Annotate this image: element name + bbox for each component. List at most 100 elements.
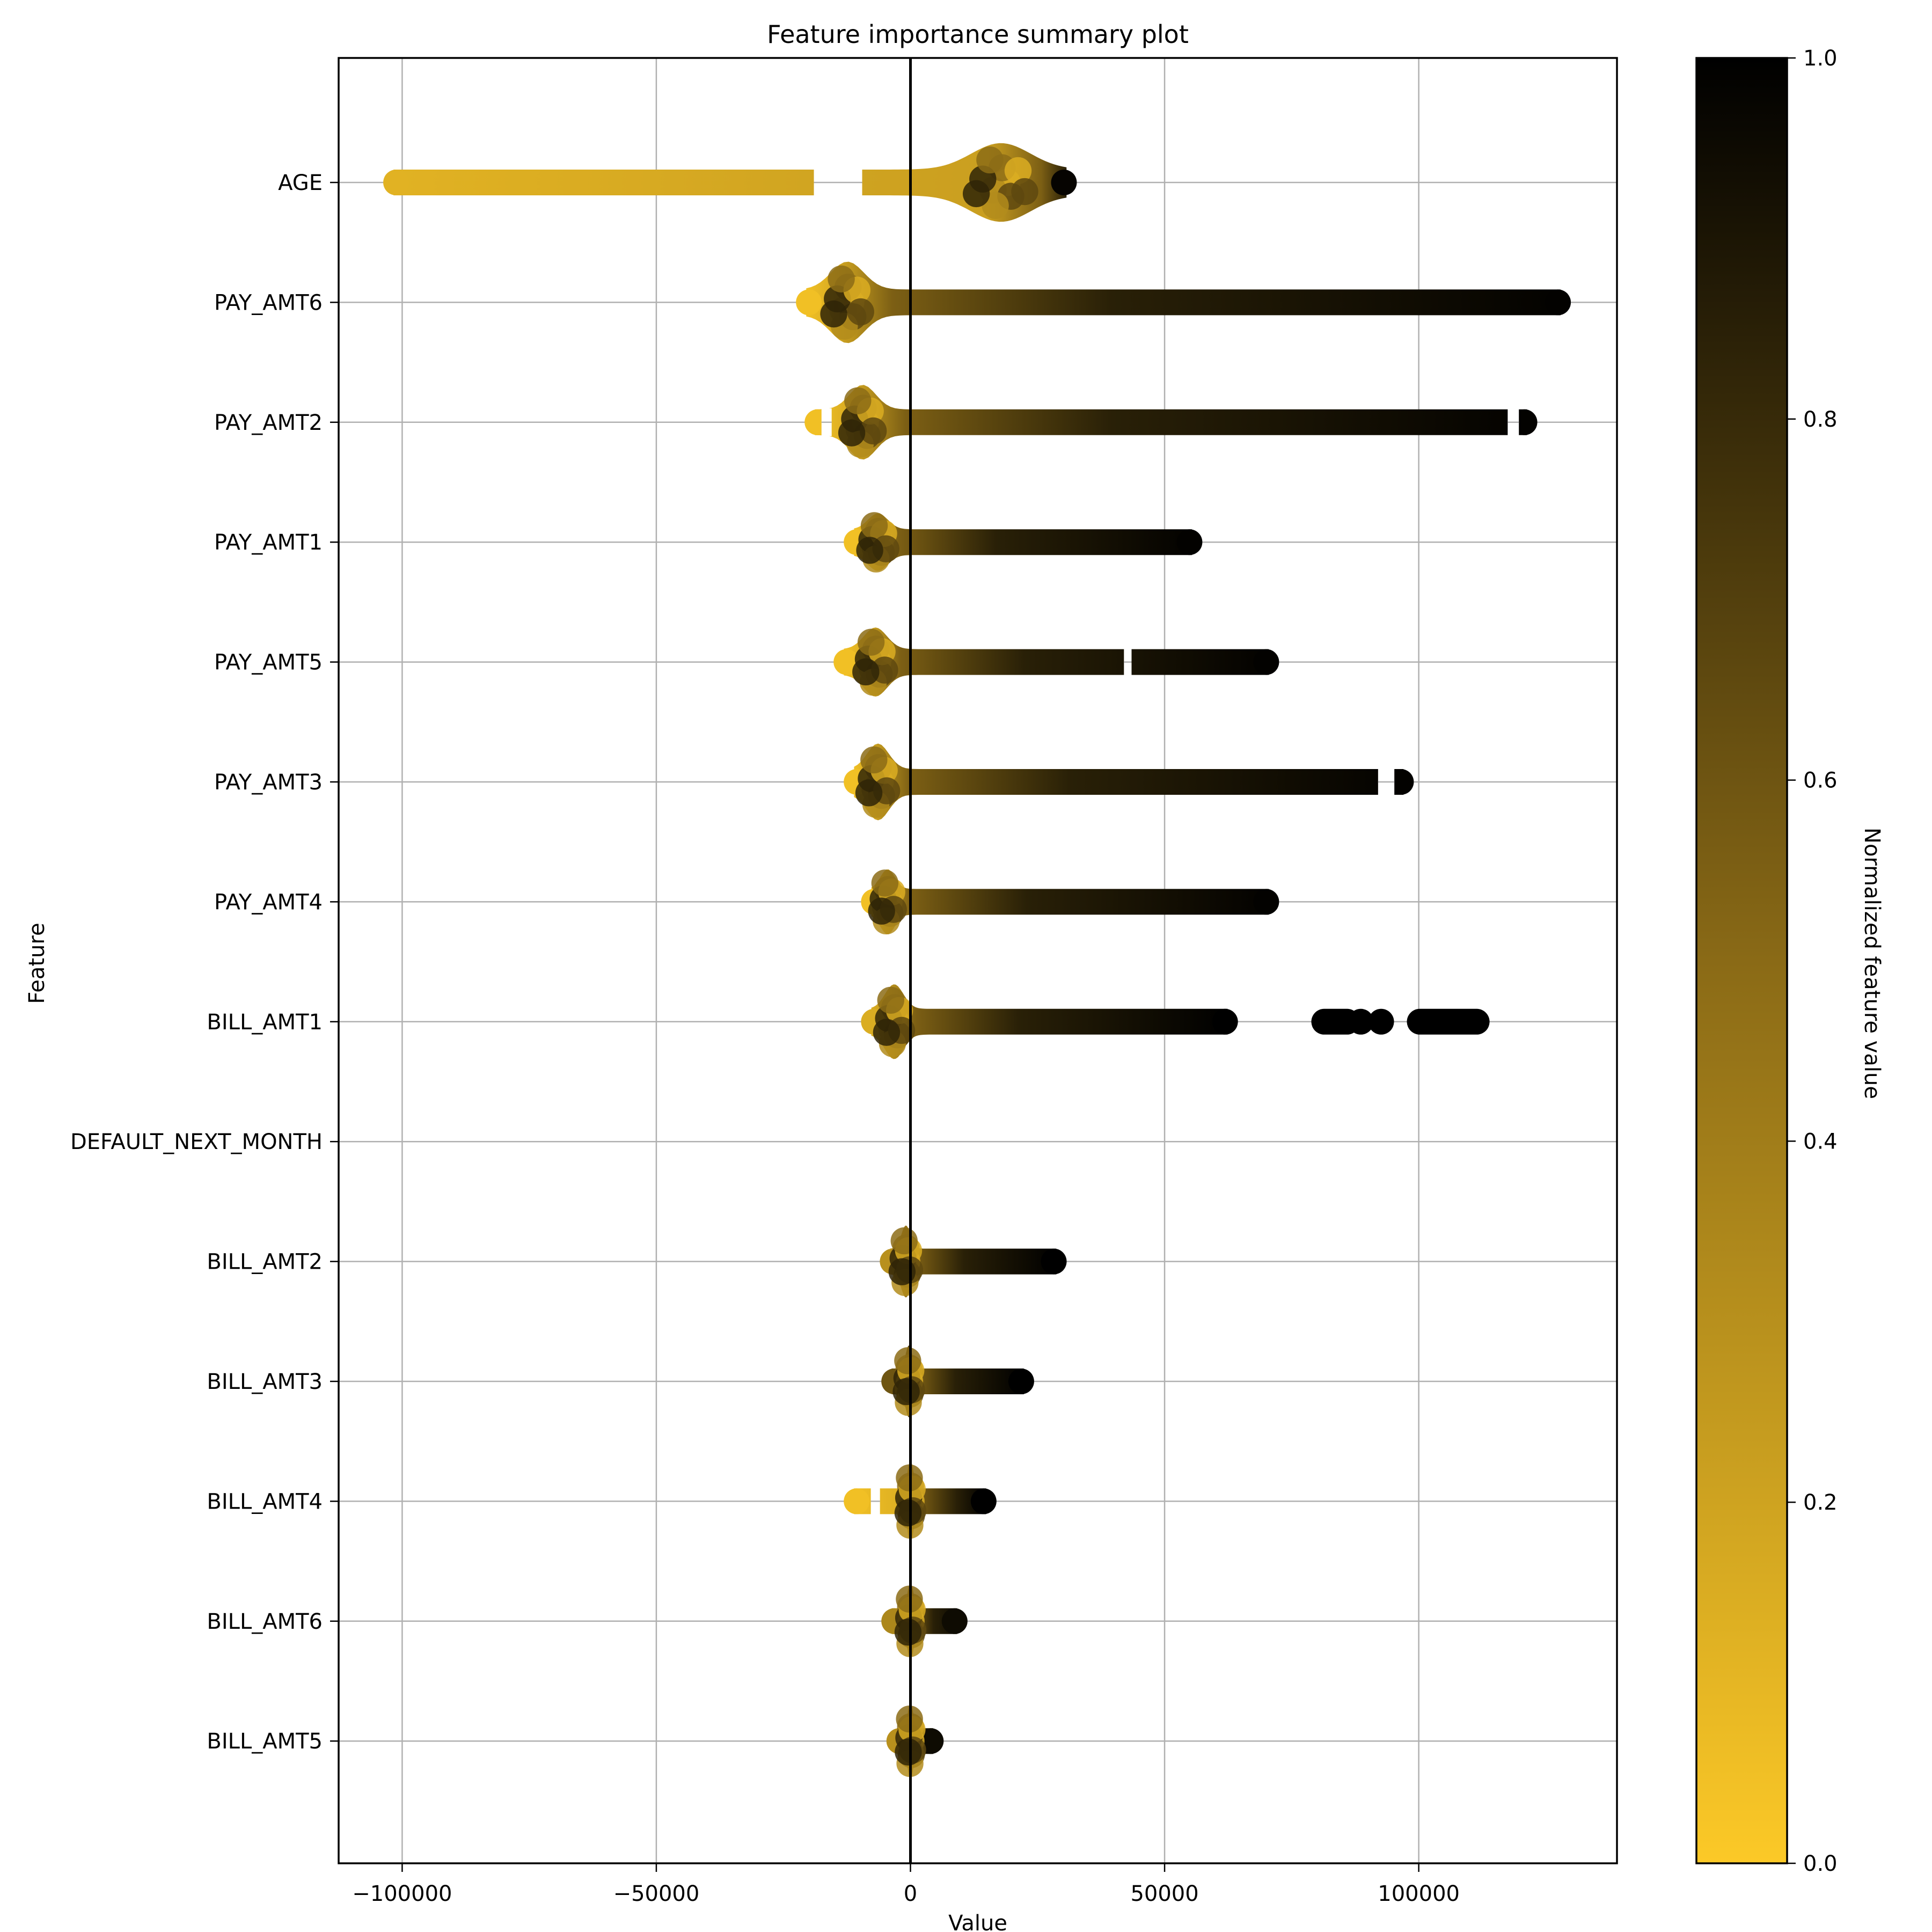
distribution-shape — [806, 261, 1561, 343]
x-tick-label: −100000 — [352, 1882, 452, 1906]
colorbar-tick-label: 0.8 — [1803, 407, 1838, 432]
x-tick-label: −50000 — [613, 1882, 700, 1906]
distribution-shape — [890, 1225, 1057, 1298]
x-tick-label: 100000 — [1378, 1882, 1460, 1906]
y-tick-label-bill-amt5: BILL_AMT5 — [207, 1729, 323, 1754]
distribution-shape — [854, 743, 1404, 821]
max-marker — [1051, 170, 1077, 195]
max-marker — [1212, 1008, 1238, 1035]
point-marker — [820, 300, 847, 328]
y-tick-label-pay-amt2: PAY_AMT2 — [214, 411, 323, 435]
distribution-shape — [891, 1345, 1024, 1417]
feature-row-pay-amt4 — [861, 869, 1279, 935]
point-marker — [873, 1019, 901, 1046]
point-marker — [890, 1227, 918, 1255]
point-marker — [856, 537, 883, 564]
max-marker — [1041, 1248, 1067, 1275]
point-marker — [860, 417, 887, 445]
feature-row-pay-amt3 — [844, 743, 1414, 821]
colorbar-label: Normalized feature value — [1860, 828, 1884, 1099]
max-marker — [1253, 649, 1279, 675]
max-marker — [1388, 769, 1414, 795]
point-marker — [894, 1347, 921, 1374]
y-tick-label-default-next-month: DEFAULT_NEXT_MONTH — [70, 1130, 323, 1154]
point-marker — [1004, 157, 1032, 185]
point-marker — [860, 512, 888, 539]
y-axis-label: Feature — [25, 923, 49, 1004]
point-marker — [892, 1378, 920, 1406]
y-tick-label-pay-amt4: PAY_AMT4 — [214, 890, 323, 914]
max-marker — [941, 1608, 968, 1634]
y-axis: AGE PAY_AMT6 PAY_AMT2 PAY_AMT1 PAY_AMT5 PAY_A… — [70, 171, 339, 1754]
y-tick-label-bill-amt6: BILL_AMT6 — [207, 1609, 323, 1634]
point-marker — [844, 387, 872, 414]
colorbar-ticks: 0.0 0.2 0.4 0.6 0.8 1.0 — [1787, 46, 1838, 1876]
point-marker — [894, 1499, 922, 1527]
chart-title: Feature importance summary plot — [767, 20, 1189, 49]
point-marker — [976, 146, 1004, 174]
point-marker — [860, 746, 888, 774]
feature-row-pay-amt6 — [796, 261, 1571, 343]
distribution-shape — [871, 869, 1269, 934]
distribution-shape — [854, 513, 1192, 571]
distribution-shape — [871, 984, 1228, 1059]
point-marker — [888, 1258, 916, 1285]
colorbar-tick-label: 1.0 — [1803, 46, 1838, 71]
feature-row-pay-amt1 — [844, 512, 1203, 573]
colorbar-gradient — [1695, 57, 1788, 1864]
min-marker — [844, 1488, 870, 1514]
point-marker — [855, 779, 883, 807]
point-marker — [852, 658, 880, 686]
feature-distributions — [383, 143, 1571, 1780]
plot-background — [339, 58, 1617, 1863]
plot-frame — [338, 57, 1618, 1864]
y-tick-label-pay-amt6: PAY_AMT6 — [214, 290, 323, 315]
point-marker — [895, 1738, 922, 1766]
colorbar-tick-label: 0.0 — [1803, 1851, 1838, 1876]
outlier-cluster — [1348, 1008, 1374, 1035]
plot-area — [338, 57, 1618, 1864]
max-marker — [970, 1488, 997, 1514]
min-marker — [383, 170, 409, 195]
x-axis-label: Value — [948, 1911, 1007, 1932]
outlier-cluster — [1368, 1008, 1394, 1035]
point-marker — [847, 298, 874, 326]
feature-row-age — [383, 143, 1077, 222]
point-marker — [894, 1618, 922, 1646]
distribution-shape — [844, 627, 1269, 697]
x-tick-label: 50000 — [1130, 1882, 1198, 1906]
y-tick-label-pay-amt3: PAY_AMT3 — [214, 770, 323, 795]
y-tick-label-bill-amt1: BILL_AMT1 — [207, 1010, 323, 1035]
feature-row-pay-amt5 — [833, 627, 1279, 697]
colorbar-tick-label: 0.4 — [1803, 1129, 1838, 1154]
max-marker — [1545, 289, 1571, 316]
point-marker — [857, 628, 885, 656]
feature-row-bill-amt1 — [861, 984, 1490, 1059]
y-tick-label-age: AGE — [278, 171, 323, 195]
point-marker — [868, 897, 895, 925]
outlier-cluster — [1311, 1008, 1360, 1035]
distribution-shape — [815, 385, 1527, 460]
x-axis: −100000 −50000 0 50000 100000 — [352, 1863, 1460, 1906]
point-marker — [828, 265, 855, 292]
y-tick-label-pay-amt1: PAY_AMT1 — [214, 530, 323, 555]
y-tick-label-bill-amt4: BILL_AMT4 — [207, 1489, 323, 1514]
colorbar-tick-label: 0.6 — [1803, 769, 1838, 793]
outlier-cluster — [1407, 1008, 1490, 1035]
max-marker — [1176, 529, 1203, 555]
feature-row-pay-amt2 — [804, 385, 1538, 460]
min-marker — [796, 289, 822, 316]
y-tick-label-bill-amt2: BILL_AMT2 — [207, 1250, 323, 1275]
y-tick-label-pay-amt5: PAY_AMT5 — [214, 650, 323, 675]
max-marker — [1253, 889, 1279, 915]
point-marker — [838, 419, 866, 447]
distribution-shape — [393, 143, 1067, 222]
colorbar: 0.0 0.2 0.4 0.6 0.8 1.0 Normalized feature va… — [1695, 46, 1884, 1876]
max-marker — [1008, 1368, 1034, 1394]
point-marker — [962, 180, 990, 208]
point-marker — [871, 869, 899, 897]
y-tick-label-bill-amt3: BILL_AMT3 — [207, 1370, 323, 1394]
point-marker — [877, 986, 904, 1014]
x-tick-label: 0 — [904, 1882, 917, 1906]
